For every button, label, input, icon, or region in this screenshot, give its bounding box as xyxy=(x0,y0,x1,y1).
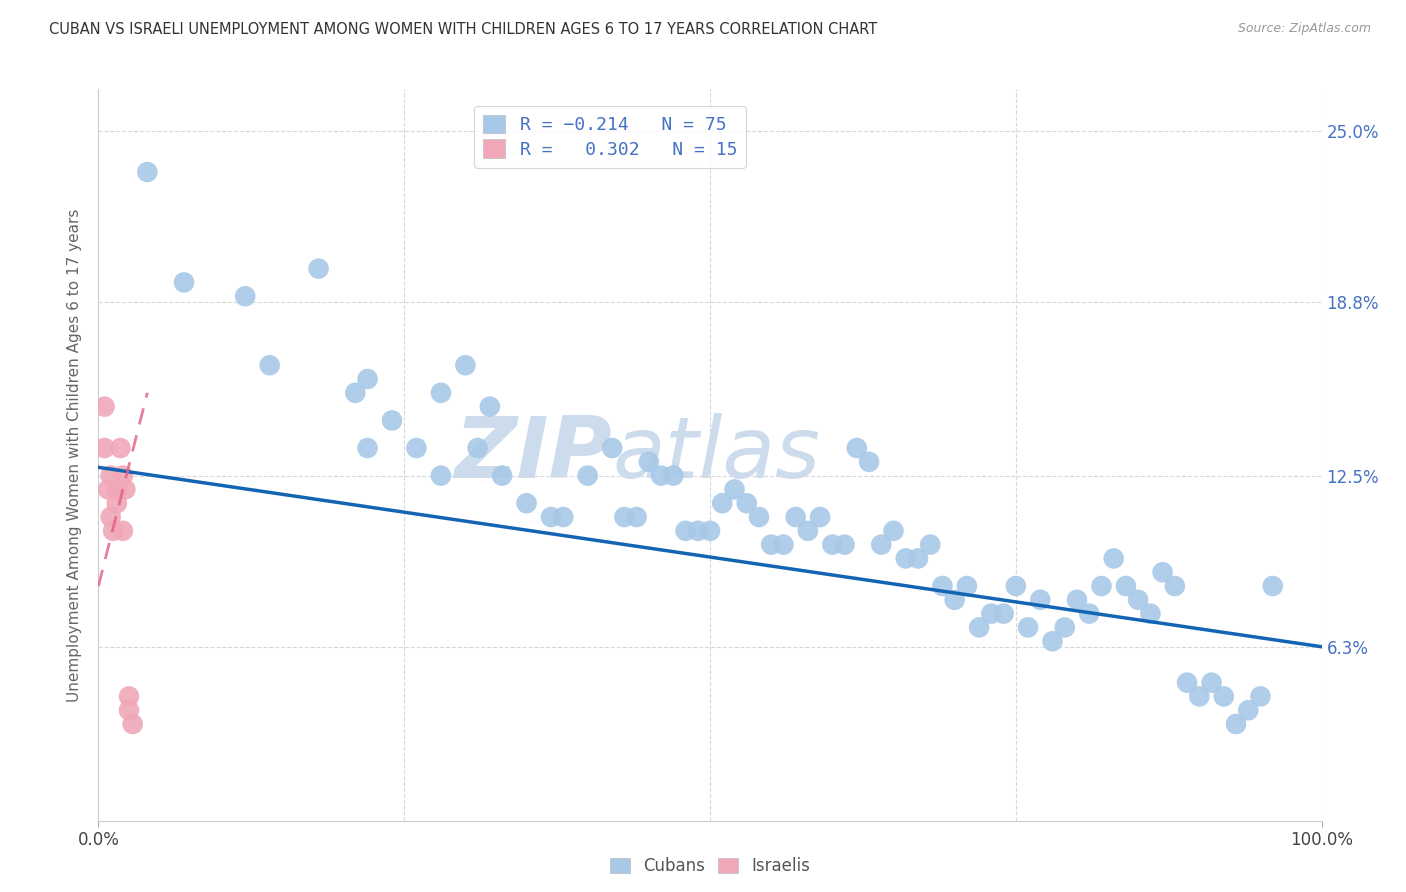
Point xyxy=(100,510,122,524)
Point xyxy=(118,703,141,717)
Point xyxy=(114,483,136,497)
Text: Source: ZipAtlas.com: Source: ZipAtlas.com xyxy=(1237,22,1371,36)
Point xyxy=(478,400,501,414)
Point xyxy=(1029,592,1052,607)
Point xyxy=(467,441,489,455)
Point xyxy=(686,524,709,538)
Point xyxy=(173,276,195,290)
Point xyxy=(1102,551,1125,566)
Point xyxy=(100,468,122,483)
Point xyxy=(1042,634,1064,648)
Point xyxy=(553,510,575,524)
Y-axis label: Unemployment Among Women with Children Ages 6 to 17 years: Unemployment Among Women with Children A… xyxy=(67,208,83,702)
Point xyxy=(516,496,538,510)
Point xyxy=(111,468,134,483)
Point xyxy=(1250,690,1272,704)
Point xyxy=(430,468,453,483)
Point xyxy=(834,538,856,552)
Text: atlas: atlas xyxy=(612,413,820,497)
Point xyxy=(93,441,115,455)
Text: CUBAN VS ISRAELI UNEMPLOYMENT AMONG WOMEN WITH CHILDREN AGES 6 TO 17 YEARS CORRE: CUBAN VS ISRAELI UNEMPLOYMENT AMONG WOME… xyxy=(49,22,877,37)
Point xyxy=(454,358,477,372)
Point xyxy=(650,468,672,483)
Point xyxy=(356,441,378,455)
Point xyxy=(405,441,427,455)
Point xyxy=(1237,703,1260,717)
Point xyxy=(845,441,868,455)
Point xyxy=(600,441,623,455)
Point xyxy=(967,620,990,634)
Point xyxy=(93,400,115,414)
Point xyxy=(1201,675,1223,690)
Point xyxy=(101,524,124,538)
Point xyxy=(1115,579,1137,593)
Point xyxy=(943,592,966,607)
Point xyxy=(735,496,758,510)
Point xyxy=(711,496,734,510)
Point xyxy=(626,510,648,524)
Point xyxy=(491,468,513,483)
Point xyxy=(883,524,905,538)
Point xyxy=(907,551,929,566)
Point xyxy=(931,579,953,593)
Point xyxy=(1078,607,1101,621)
Point xyxy=(356,372,378,386)
Point xyxy=(699,524,721,538)
Point xyxy=(675,524,697,538)
Point xyxy=(1212,690,1234,704)
Point xyxy=(1004,579,1026,593)
Point xyxy=(956,579,979,593)
Point xyxy=(259,358,281,372)
Point xyxy=(1175,675,1198,690)
Point xyxy=(821,538,844,552)
Point xyxy=(105,496,128,510)
Point xyxy=(381,413,404,427)
Point xyxy=(1152,566,1174,580)
Point xyxy=(1128,592,1150,607)
Point xyxy=(613,510,636,524)
Point xyxy=(920,538,942,552)
Point xyxy=(110,441,132,455)
Point xyxy=(662,468,685,483)
Point xyxy=(1017,620,1039,634)
Point xyxy=(105,483,128,497)
Point xyxy=(308,261,330,276)
Point xyxy=(894,551,917,566)
Point xyxy=(638,455,661,469)
Point xyxy=(797,524,820,538)
Point xyxy=(344,385,367,400)
Point xyxy=(1225,717,1247,731)
Point xyxy=(1066,592,1088,607)
Point xyxy=(808,510,831,524)
Point xyxy=(1164,579,1187,593)
Legend: Cubans, Israelis: Cubans, Israelis xyxy=(603,850,817,882)
Point xyxy=(430,385,453,400)
Point xyxy=(761,538,783,552)
Point xyxy=(97,483,120,497)
Point xyxy=(121,717,143,731)
Point xyxy=(785,510,807,524)
Point xyxy=(870,538,893,552)
Point xyxy=(136,165,159,179)
Point xyxy=(118,690,141,704)
Point xyxy=(980,607,1002,621)
Point xyxy=(111,524,134,538)
Point xyxy=(1261,579,1284,593)
Point xyxy=(233,289,256,303)
Point xyxy=(772,538,794,552)
Point xyxy=(1090,579,1112,593)
Point xyxy=(723,483,745,497)
Text: ZIP: ZIP xyxy=(454,413,612,497)
Point xyxy=(1053,620,1076,634)
Point xyxy=(540,510,562,524)
Point xyxy=(1139,607,1161,621)
Point xyxy=(858,455,880,469)
Point xyxy=(993,607,1015,621)
Point xyxy=(748,510,770,524)
Point xyxy=(1188,690,1211,704)
Point xyxy=(576,468,599,483)
